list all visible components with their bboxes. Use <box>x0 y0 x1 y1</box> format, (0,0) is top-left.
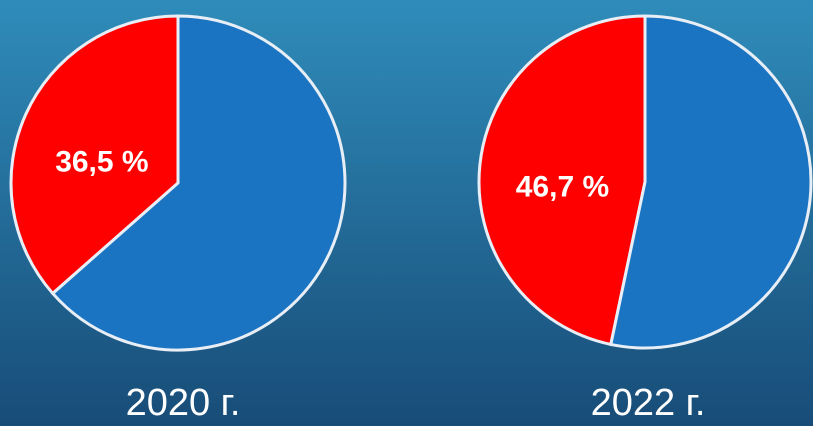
chart-caption: 2020 г. <box>126 382 241 424</box>
pie-slice <box>9 14 180 296</box>
value-label: 36,5 % <box>55 146 148 179</box>
pie-slice <box>50 14 347 352</box>
pie-slice <box>477 14 647 347</box>
pie-slice <box>609 14 813 350</box>
value-label: 46,7 % <box>516 170 609 203</box>
chart-caption: 2022 г. <box>591 382 706 424</box>
